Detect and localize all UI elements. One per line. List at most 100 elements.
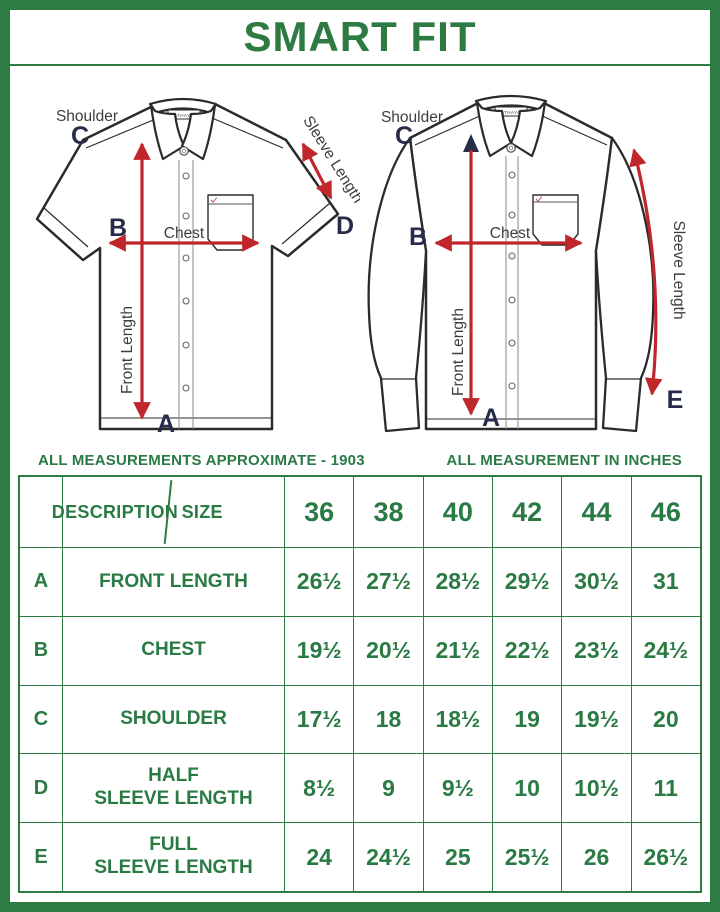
shoulder-label: Shoulder <box>381 109 443 126</box>
collar-button <box>506 143 516 153</box>
placket-lines <box>178 160 194 429</box>
value-cell: 26½ <box>630 822 700 891</box>
collar-flap-left <box>149 103 186 161</box>
chest-label: Chest <box>490 225 531 242</box>
buttons <box>508 171 516 390</box>
collar-flap-right <box>509 100 547 158</box>
shoulder-seam-right <box>211 117 284 149</box>
cuff-seam-left <box>43 207 89 248</box>
chest-label: Chest <box>164 225 205 242</box>
value-cell: 21½ <box>422 615 492 685</box>
shoulder-seam-right <box>539 114 608 146</box>
value-cell: 9½ <box>422 753 492 823</box>
value-cell: 24 <box>284 822 354 891</box>
letter-c: C <box>71 122 89 150</box>
pocket <box>532 194 579 246</box>
front-length-label: Front Length <box>119 306 136 394</box>
front-length-top-arrowhead <box>463 134 479 152</box>
value-cell: 11 <box>630 753 700 823</box>
short-sleeve-shirt-diagram: UATHAYAM Shoulder Chest Front Length Sle… <box>35 97 360 438</box>
value-cell: 10½ <box>561 753 631 823</box>
cuff-seam-right <box>281 202 331 245</box>
shoulder-label: Shoulder <box>56 108 118 125</box>
letter-b: B <box>109 214 127 242</box>
row-letter-cell: C <box>20 684 62 754</box>
note-measurements-approximate: ALL MEASUREMENTS APPROXIMATE - 1903 <box>38 452 365 469</box>
size-column-header: 40 <box>422 477 492 547</box>
page-content: SMART FIT UATHAYAM <box>10 10 710 902</box>
value-cell: 30½ <box>561 547 631 616</box>
row-letter-cell: A <box>20 547 62 616</box>
sleeve-length-arrow <box>629 148 663 396</box>
title-band: SMART FIT <box>10 10 710 66</box>
row-letter-cell: E <box>20 822 62 891</box>
collar-flap-left <box>475 100 513 158</box>
value-cell: 25½ <box>492 822 562 891</box>
sleeve-left <box>367 136 428 433</box>
value-cell: 20 <box>630 684 700 754</box>
description-header: DESCRIPTION <box>51 501 179 522</box>
note-measurement-units: ALL MEASUREMENT IN INCHES <box>446 452 682 469</box>
row-letter-cell: B <box>20 615 62 685</box>
row-description-cell: HALF SLEEVE LENGTH <box>62 753 284 823</box>
letter-b: B <box>409 223 427 251</box>
shoulder-seam-left <box>85 117 159 149</box>
value-cell: 10 <box>492 753 562 823</box>
long-sleeve-shirt-diagram: UATHAYAM Shoulder Chest Front Length Sle… <box>367 94 687 433</box>
value-cell: 9 <box>353 753 423 823</box>
size-column-header: 42 <box>492 477 561 547</box>
value-cell: 19 <box>492 684 562 754</box>
letter-c: C <box>395 122 413 150</box>
pocket-logo <box>535 196 543 202</box>
collar-flap-right <box>180 103 217 161</box>
value-cell: 22½ <box>492 615 562 685</box>
letter-e: E <box>667 386 684 414</box>
value-cell: 31 <box>630 547 700 616</box>
buttons <box>182 172 190 392</box>
size-header: SIZE <box>181 501 223 522</box>
size-chart-table: DESCRIPTION SIZE 36 38 40 42 44 46 A FRO… <box>18 475 702 893</box>
placket-lines <box>505 156 519 429</box>
size-column-header: 46 <box>630 477 700 547</box>
value-cell: 20½ <box>353 615 423 685</box>
page-title: SMART FIT <box>243 13 477 60</box>
value-cell: 27½ <box>353 547 423 616</box>
brand-tag-text: UATHAYAM <box>497 110 524 115</box>
value-cell: 26½ <box>284 547 354 616</box>
value-cell: 24½ <box>353 822 423 891</box>
value-cell: 26 <box>561 822 631 891</box>
collar-button-inner <box>181 148 187 154</box>
value-cell: 25 <box>422 822 492 891</box>
size-column-header: 38 <box>353 477 422 547</box>
size-column-header: 36 <box>284 477 353 547</box>
letter-a: A <box>157 410 175 438</box>
letter-a: A <box>482 404 500 432</box>
value-cell: 17½ <box>284 684 354 754</box>
pocket-logo <box>210 197 218 203</box>
value-cell: 19½ <box>284 615 354 685</box>
row-description-cell: FULL SLEEVE LENGTH <box>62 822 284 891</box>
shirt-outline <box>35 103 340 431</box>
collar-button-inner <box>508 145 514 151</box>
description-size-header-cell: DESCRIPTION SIZE <box>51 477 284 547</box>
brand-tag-text: UATHAYAM <box>170 113 197 118</box>
value-cell: 19½ <box>561 684 631 754</box>
sleeve-length-arrow <box>301 142 333 200</box>
value-cell: 24½ <box>630 615 700 685</box>
letter-d: D <box>336 212 354 240</box>
value-cell: 8½ <box>284 753 354 823</box>
value-cell: 29½ <box>492 547 562 616</box>
row-description-cell: FRONT LENGTH <box>62 547 284 616</box>
value-cell: 28½ <box>422 547 492 616</box>
row-description-cell: SHOULDER <box>62 684 284 754</box>
row-letter-cell: D <box>20 753 62 822</box>
value-cell: 18½ <box>422 684 492 754</box>
row-description-cell: CHEST <box>62 615 284 685</box>
sleeve-length-label: Sleeve Length <box>670 220 687 319</box>
value-cell: 23½ <box>561 615 631 685</box>
value-cell: 18 <box>353 684 423 754</box>
front-length-label: Front Length <box>450 308 467 396</box>
shoulder-seam-left <box>414 114 483 146</box>
size-column-header: 44 <box>561 477 630 547</box>
